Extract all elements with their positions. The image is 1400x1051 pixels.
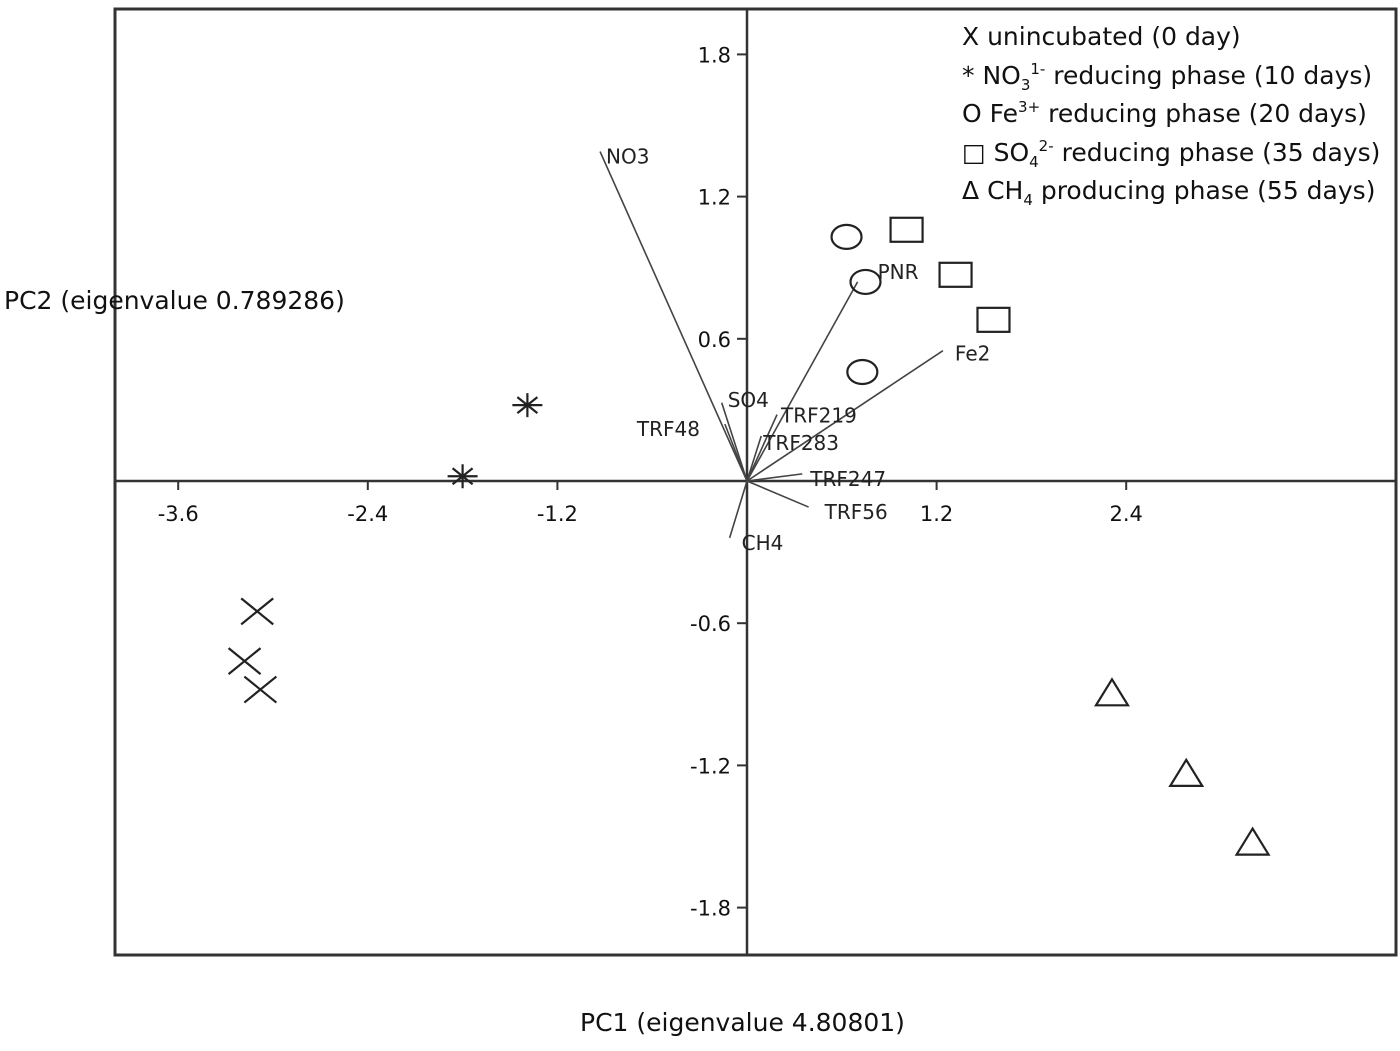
x-tick-label: -1.2 xyxy=(537,502,578,526)
legend-label-suffix: reducing phase (20 days) xyxy=(1040,99,1367,128)
circle-marker-icon xyxy=(830,223,863,250)
loading-vector-ch4 xyxy=(728,480,748,539)
loading-label-ch4: CH4 xyxy=(742,531,784,555)
triangle-shape xyxy=(1234,826,1271,856)
square-marker-icon xyxy=(889,216,924,243)
legend-symbol-icon: □ xyxy=(962,137,994,167)
square-marker-icon xyxy=(976,306,1011,333)
y-axis-title: PC2 (eigenvalue 0.789286) xyxy=(4,286,345,315)
legend-symbol-icon: O xyxy=(962,99,990,128)
y-tick-label: 1.2 xyxy=(698,186,731,210)
legend-item: O Fe3+ reducing phase (20 days) xyxy=(962,95,1380,134)
asterisk-marker-icon xyxy=(512,393,543,418)
x-tick-label: -3.6 xyxy=(158,502,199,526)
loading-vector-trf56 xyxy=(746,480,809,508)
legend: X unincubated (0 day) * NO31- reducing ph… xyxy=(962,18,1380,211)
loading-label-fe2: Fe2 xyxy=(955,342,990,366)
legend-label-suffix: reducing phase (35 days) xyxy=(1053,137,1381,167)
y-tick-label: -1.8 xyxy=(690,897,731,921)
legend-superscript: 1- xyxy=(1030,59,1046,78)
asterisk-stroke xyxy=(451,467,474,486)
legend-symbol-icon: Δ xyxy=(962,176,988,205)
circle-shape xyxy=(830,223,863,250)
loading-label-trf219: TRF219 xyxy=(780,404,857,428)
sample-points xyxy=(227,216,1271,856)
x-axis-title: PC1 (eigenvalue 4.80801) xyxy=(580,1008,905,1037)
axis-ticks: -3.6 -2.4 -1.2 1.2 2.4 1.8 1.2 0.6 -0.6 -1.2 -1.8 xyxy=(158,43,1143,920)
legend-symbol-icon: X xyxy=(962,22,988,51)
square-marker-icon xyxy=(938,261,973,288)
circle-shape xyxy=(846,358,879,386)
x-tick-label: 1.2 xyxy=(920,502,953,526)
x-tick-label: 2.4 xyxy=(1109,502,1142,526)
legend-superscript: 2- xyxy=(1038,136,1054,155)
y-tick-label: -0.6 xyxy=(690,612,731,636)
legend-label-suffix: producing phase (55 days) xyxy=(1032,176,1376,205)
legend-label: unincubated (0 day) xyxy=(987,22,1241,51)
loading-vector-trf283 xyxy=(746,435,762,482)
x-stroke xyxy=(240,597,274,626)
legend-subscript: 4 xyxy=(1029,152,1039,171)
legend-item: X unincubated (0 day) xyxy=(962,18,1380,57)
legend-item: Δ CH4 producing phase (55 days) xyxy=(962,172,1380,211)
asterisk-stroke xyxy=(516,396,539,415)
loading-label-no3: NO3 xyxy=(606,145,649,169)
x-stroke xyxy=(227,647,262,675)
legend-label-suffix: reducing phase (10 days) xyxy=(1045,60,1373,90)
loading-vector-trf247 xyxy=(746,473,803,482)
loading-label-trf283: TRF283 xyxy=(762,431,839,455)
legend-subscript: 3 xyxy=(1020,75,1031,94)
circle-marker-icon xyxy=(849,268,882,296)
legend-label: SO xyxy=(993,137,1030,167)
loading-label-trf247: TRF247 xyxy=(809,467,886,491)
loading-label-so4: SO4 xyxy=(728,388,769,412)
asterisk-marker-icon xyxy=(447,464,478,489)
loading-label-trf48: TRF48 xyxy=(636,417,700,441)
x-marker-icon xyxy=(227,647,262,675)
circle-shape xyxy=(849,268,882,296)
y-tick-label: 1.8 xyxy=(698,43,731,67)
loading-vector-no3 xyxy=(599,151,748,482)
circle-marker-icon xyxy=(846,358,879,386)
x-marker-icon xyxy=(243,675,278,704)
y-tick-label: 0.6 xyxy=(698,328,731,352)
legend-label: Fe xyxy=(989,99,1019,128)
loading-label-trf56: TRF56 xyxy=(824,500,888,524)
loading-vector-trf219 xyxy=(746,414,778,482)
square-shape xyxy=(889,216,924,243)
square-shape xyxy=(976,306,1011,333)
square-shape xyxy=(938,261,973,288)
x-tick-label: -2.4 xyxy=(347,502,388,526)
loading-label-pnr: PNR xyxy=(878,260,919,284)
x-marker-icon xyxy=(240,597,274,626)
loading-vector-trf48 xyxy=(724,423,748,482)
legend-superscript: 3+ xyxy=(1018,98,1041,116)
legend-symbol-icon: * xyxy=(962,60,983,90)
loading-vectors: NO3 PNR Fe2 SO4 TRF48 TRF219 TRF283 TRF247 TRF56… xyxy=(599,145,990,555)
triangle-marker-icon xyxy=(1234,826,1271,856)
legend-label: NO xyxy=(982,60,1021,90)
triangle-shape xyxy=(1168,757,1205,787)
legend-label: CH xyxy=(987,176,1024,205)
x-stroke xyxy=(243,675,278,704)
y-tick-label: -1.2 xyxy=(690,754,731,778)
loading-vector-fe2 xyxy=(746,349,944,482)
triangle-marker-icon xyxy=(1168,757,1205,787)
legend-item: * NO31- reducing phase (10 days) xyxy=(962,57,1380,96)
loading-vector-pnr xyxy=(746,281,859,482)
triangle-shape xyxy=(1094,677,1130,707)
legend-item: □ SO42- reducing phase (35 days) xyxy=(962,134,1380,173)
legend-subscript: 4 xyxy=(1023,191,1033,209)
triangle-marker-icon xyxy=(1094,677,1130,707)
